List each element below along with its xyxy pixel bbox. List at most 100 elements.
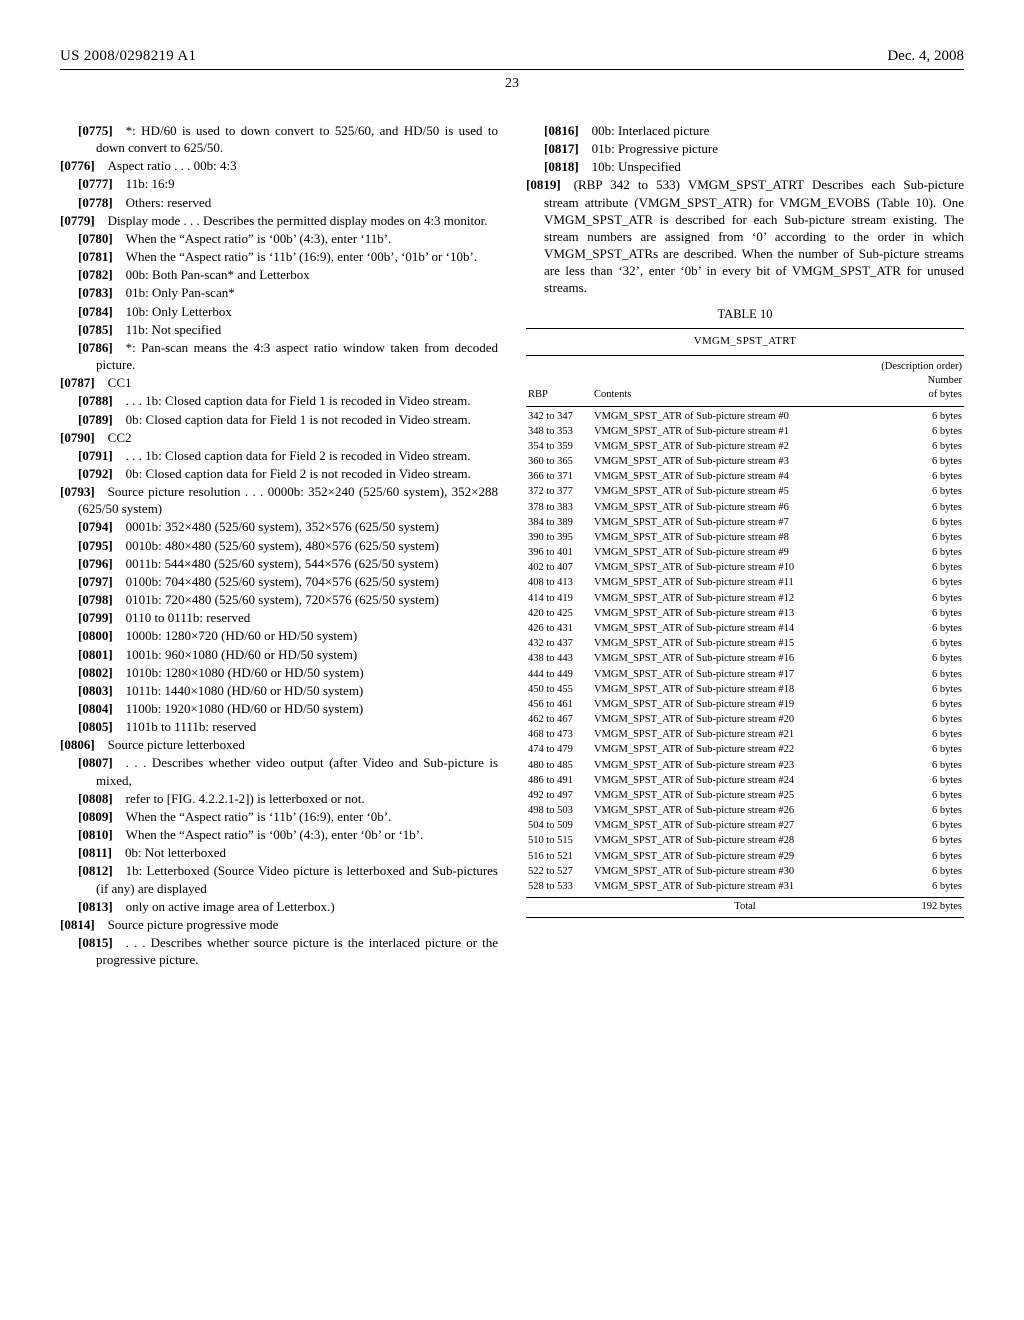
cell-rbp: 342 to 347: [526, 409, 592, 424]
paragraph-number: [0779]: [60, 213, 95, 228]
cell-rbp: 480 to 485: [526, 758, 592, 773]
paragraph-number: [0778]: [78, 195, 113, 210]
paragraph-text: 1011b: 1440×1080 (HD/60 or HD/50 system): [113, 683, 364, 698]
cell-rbp: 348 to 353: [526, 424, 592, 439]
cell-bytes: 6 bytes: [898, 864, 964, 879]
paragraph: [0785] 11b: Not specified: [60, 321, 498, 338]
paragraph-text: 0001b: 352×480 (525/60 system), 352×576 …: [113, 519, 439, 534]
paragraph-number: [0812]: [78, 863, 113, 878]
paragraph-number: [0791]: [78, 448, 113, 463]
paragraph-number: [0782]: [78, 267, 113, 282]
cell-bytes: 6 bytes: [898, 788, 964, 803]
table-row: 354 to 359VMGM_SPST_ATR of Sub-picture s…: [526, 439, 964, 454]
paragraph: [0787] CC1: [60, 374, 498, 391]
paragraph-number: [0813]: [78, 899, 113, 914]
cell-contents: VMGM_SPST_ATR of Sub-picture stream #6: [592, 500, 898, 515]
table-rule: [526, 897, 964, 898]
paragraph-text: 1b: Letterboxed (Source Video picture is…: [96, 863, 498, 895]
cell-bytes: 6 bytes: [898, 621, 964, 636]
table-row: 474 to 479VMGM_SPST_ATR of Sub-picture s…: [526, 743, 964, 758]
paragraph-text: 0101b: 720×480 (525/60 system), 720×576 …: [113, 592, 439, 607]
paragraph-number: [0792]: [78, 466, 113, 481]
paragraph-number: [0798]: [78, 592, 113, 607]
cell-rbp: 414 to 419: [526, 591, 592, 606]
col-bytes: (Description order) Number of bytes: [879, 358, 964, 405]
table-row: 420 to 425VMGM_SPST_ATR of Sub-picture s…: [526, 606, 964, 621]
cell-contents: VMGM_SPST_ATR of Sub-picture stream #29: [592, 849, 898, 864]
cell-rbp: 528 to 533: [526, 879, 592, 894]
cell-contents: VMGM_SPST_ATR of Sub-picture stream #1: [592, 424, 898, 439]
paragraph-number: [0795]: [78, 538, 113, 553]
paragraph-text: CC2: [95, 430, 132, 445]
spst-table: RBP Contents (Description order) Number …: [526, 358, 964, 405]
table-row: 384 to 389VMGM_SPST_ATR of Sub-picture s…: [526, 515, 964, 530]
cell-rbp: 426 to 431: [526, 621, 592, 636]
cell-contents: VMGM_SPST_ATR of Sub-picture stream #31: [592, 879, 898, 894]
cell-contents: VMGM_SPST_ATR of Sub-picture stream #13: [592, 606, 898, 621]
paragraph: [0788] . . . 1b: Closed caption data for…: [60, 392, 498, 409]
paragraph-text: refer to [FIG. 4.2.2.1-2]) is letterboxe…: [113, 791, 365, 806]
table-row: 498 to 503VMGM_SPST_ATR of Sub-picture s…: [526, 804, 964, 819]
paragraph: [0795] 0010b: 480×480 (525/60 system), 4…: [60, 537, 498, 554]
paragraph: [0791] . . . 1b: Closed caption data for…: [60, 447, 498, 464]
cell-rbp: 510 to 515: [526, 834, 592, 849]
table-title: TABLE 10: [526, 307, 964, 322]
paragraph: [0800] 1000b: 1280×720 (HD/60 or HD/50 s…: [60, 627, 498, 644]
patent-page: US 2008/0298219 A1 Dec. 4, 2008 23 [0775…: [0, 0, 1024, 1320]
cell-contents: VMGM_SPST_ATR of Sub-picture stream #8: [592, 530, 898, 545]
cell-bytes: 6 bytes: [898, 591, 964, 606]
cell-rbp: 456 to 461: [526, 697, 592, 712]
paragraph-text: 0100b: 704×480 (525/60 system), 704×576 …: [113, 574, 439, 589]
paragraph: [0801] 1001b: 960×1080 (HD/60 or HD/50 s…: [60, 646, 498, 663]
paragraph-text: 10b: Unspecified: [579, 159, 681, 174]
cell-bytes: 6 bytes: [898, 470, 964, 485]
paragraph-text: . . . 1b: Closed caption data for Field …: [113, 393, 471, 408]
table-row: 426 to 431VMGM_SPST_ATR of Sub-picture s…: [526, 621, 964, 636]
table-row: 468 to 473VMGM_SPST_ATR of Sub-picture s…: [526, 728, 964, 743]
paragraph-text: (RBP 342 to 533) VMGM_SPST_ATRT Describe…: [544, 177, 964, 295]
paragraph-number: [0783]: [78, 285, 113, 300]
page-number: 23: [60, 76, 964, 92]
publication-date: Dec. 4, 2008: [887, 48, 964, 65]
paragraph: [0799] 0110 to 0111b: reserved: [60, 609, 498, 626]
col-contents: Contents: [592, 358, 879, 405]
cell-rbp: 408 to 413: [526, 576, 592, 591]
paragraph: [0819] (RBP 342 to 533) VMGM_SPST_ATRT D…: [526, 176, 964, 296]
cell-rbp: 444 to 449: [526, 667, 592, 682]
paragraph: [0797] 0100b: 704×480 (525/60 system), 7…: [60, 573, 498, 590]
paragraph: [0782] 00b: Both Pan-scan* and Letterbox: [60, 266, 498, 283]
paragraph-text: 00b: Interlaced picture: [579, 123, 710, 138]
paragraph-text: When the “Aspect ratio” is ‘11b’ (16:9),…: [113, 809, 392, 824]
paragraph-text: only on active image area of Letterbox.): [113, 899, 335, 914]
paragraph-text: 10b: Only Letterbox: [113, 304, 232, 319]
cell-rbp: 492 to 497: [526, 788, 592, 803]
cell-contents: VMGM_SPST_ATR of Sub-picture stream #17: [592, 667, 898, 682]
total-label: Total: [592, 900, 898, 915]
paragraph: [0784] 10b: Only Letterbox: [60, 303, 498, 320]
table-row: 450 to 455VMGM_SPST_ATR of Sub-picture s…: [526, 682, 964, 697]
paragraph: [0817] 01b: Progressive picture: [526, 140, 964, 157]
table-row: 408 to 413VMGM_SPST_ATR of Sub-picture s…: [526, 576, 964, 591]
cell-bytes: 6 bytes: [898, 879, 964, 894]
paragraph: [0790] CC2: [60, 429, 498, 446]
cell-contents: VMGM_SPST_ATR of Sub-picture stream #23: [592, 758, 898, 773]
paragraph-text: 11b: Not specified: [113, 322, 222, 337]
cell-bytes: 6 bytes: [898, 515, 964, 530]
paragraph: [0813] only on active image area of Lett…: [60, 898, 498, 915]
paragraph: [0814] Source picture progressive mode: [60, 916, 498, 933]
cell-rbp: 450 to 455: [526, 682, 592, 697]
left-column: [0775] *: HD/60 is used to down convert …: [60, 122, 498, 969]
cell-contents: VMGM_SPST_ATR of Sub-picture stream #19: [592, 697, 898, 712]
cell-bytes: 6 bytes: [898, 424, 964, 439]
paragraph-number: [0809]: [78, 809, 113, 824]
cell-rbp: 486 to 491: [526, 773, 592, 788]
cell-contents: VMGM_SPST_ATR of Sub-picture stream #25: [592, 788, 898, 803]
table-row: 396 to 401VMGM_SPST_ATR of Sub-picture s…: [526, 546, 964, 561]
paragraph-number: [0797]: [78, 574, 113, 589]
cell-bytes: 6 bytes: [898, 561, 964, 576]
paragraph-number: [0790]: [60, 430, 95, 445]
paragraph-text: Source picture progressive mode: [95, 917, 279, 932]
paragraph-number: [0788]: [78, 393, 113, 408]
cell-rbp: 504 to 509: [526, 819, 592, 834]
paragraph: [0775] *: HD/60 is used to down convert …: [60, 122, 498, 156]
